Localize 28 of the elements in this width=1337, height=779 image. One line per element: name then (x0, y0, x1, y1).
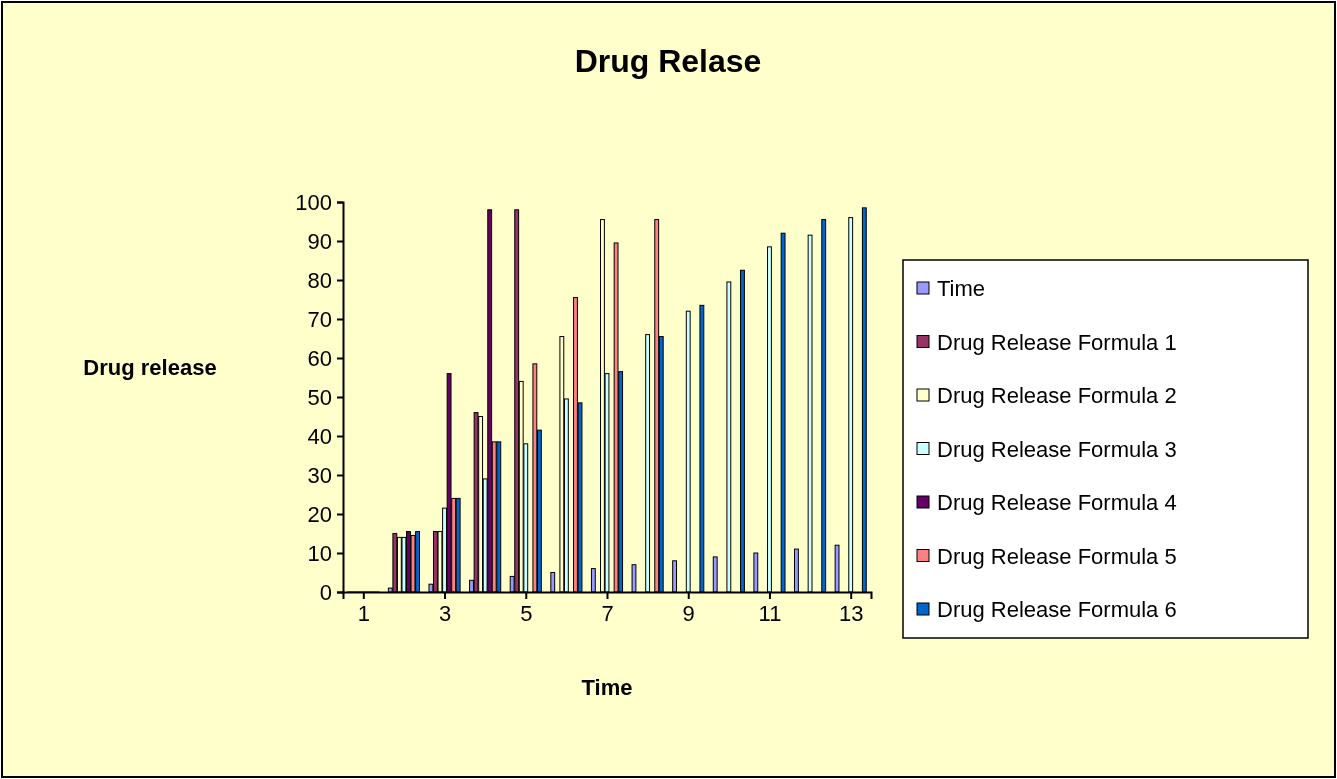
y-tick-label: 50 (307, 384, 332, 410)
y-tick-label: 30 (307, 462, 332, 488)
y-tick-label: 20 (307, 501, 332, 527)
legend-label: Drug Release Formula 6 (937, 597, 1177, 622)
y-tick-label: 70 (307, 306, 332, 332)
legend-label: Drug Release Formula 5 (937, 543, 1177, 569)
x-tick-label: 3 (438, 600, 452, 626)
legend-label: Drug Release Formula 4 (937, 490, 1177, 515)
x-tick-label: 11 (758, 600, 782, 626)
y-tick-label: 100 (295, 189, 332, 215)
x-axis-title: Time (581, 675, 633, 700)
legend-label: Drug Release Formula 2 (937, 383, 1177, 408)
x-tick-label: 1 (357, 600, 370, 626)
y-tick-label: 40 (307, 423, 332, 449)
x-tick-label: 7 (601, 600, 614, 626)
y-axis-title: Drug release (83, 355, 217, 380)
chart-title: Drug Relase (574, 43, 762, 79)
x-tick-label: 13 (838, 600, 864, 626)
y-tick-label: 60 (307, 345, 332, 371)
y-tick-label: 10 (307, 540, 332, 566)
y-tick-label: 0 (319, 579, 332, 605)
legend-label: Time (937, 276, 986, 301)
legend-label: Drug Release Formula 3 (937, 436, 1177, 462)
y-tick-label: 80 (307, 267, 332, 293)
y-tick-label: 90 (307, 228, 332, 254)
x-tick-label: 9 (682, 600, 695, 626)
x-tick-label: 5 (520, 600, 533, 626)
legend-label: Drug Release Formula 1 (937, 329, 1177, 355)
